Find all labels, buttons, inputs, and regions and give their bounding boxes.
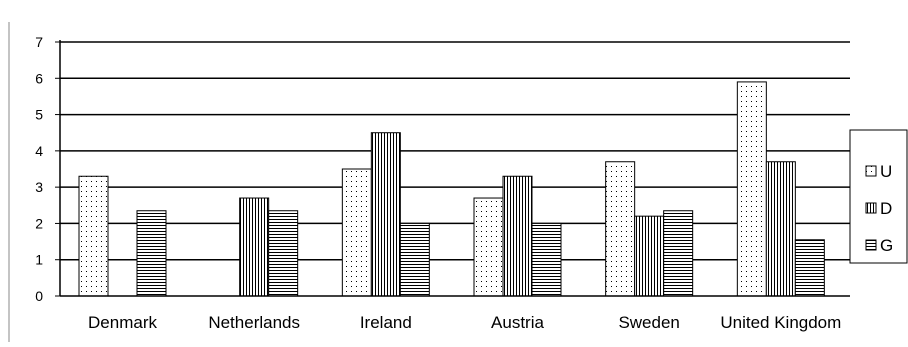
category-label: United Kingdom [720,313,841,332]
bar-g-denmark [136,210,167,297]
y-tick-label: 0 [35,288,43,304]
legend-box [849,129,908,264]
y-tick-label: 7 [35,34,43,50]
bar-g-netherlands [268,210,299,297]
y-tick-label: 5 [35,107,43,123]
legend-label-g: G [880,236,893,255]
bar-d-ireland [370,132,401,297]
y-tick-label: 3 [35,179,43,195]
category-label: Austria [491,313,544,332]
y-tick-label: 4 [35,143,43,159]
y-tick-label: 2 [35,215,43,231]
legend-swatch-u [865,165,877,177]
legend-swatch-g [865,239,877,251]
bar-g-sweden [663,210,694,297]
bar-u-denmark [78,175,109,297]
bars [78,81,825,297]
y-tick-label: 1 [35,252,43,268]
bar-d-sweden [634,215,665,297]
x-axis-labels: Denmark Netherlands Ireland Austria Sweden Un… [88,313,841,332]
gridlines [60,41,850,261]
bar-u-united-kingdom [736,81,767,297]
category-label: Denmark [88,313,157,332]
bar-g-austria [531,222,562,297]
legend-label-u: U [880,162,892,181]
bar-u-ireland [341,168,372,297]
axes [8,22,850,342]
bar-u-sweden [605,161,636,297]
legend-label-d: D [880,199,892,218]
bar-u-austria [473,197,504,297]
y-axis-ticks: 0 1 2 3 4 5 6 7 [35,34,60,304]
y-tick-label: 6 [35,70,43,86]
category-label: Ireland [360,313,412,332]
legend-swatch-d [865,202,877,214]
bar-d-united-kingdom [765,161,796,297]
bar-d-netherlands [239,197,270,297]
legend: UDG [849,129,908,264]
category-label: Netherlands [208,313,300,332]
bar-g-ireland [399,222,430,297]
bar-d-austria [502,175,533,297]
bar-g-united-kingdom [794,239,825,297]
category-label: Sweden [618,313,679,332]
